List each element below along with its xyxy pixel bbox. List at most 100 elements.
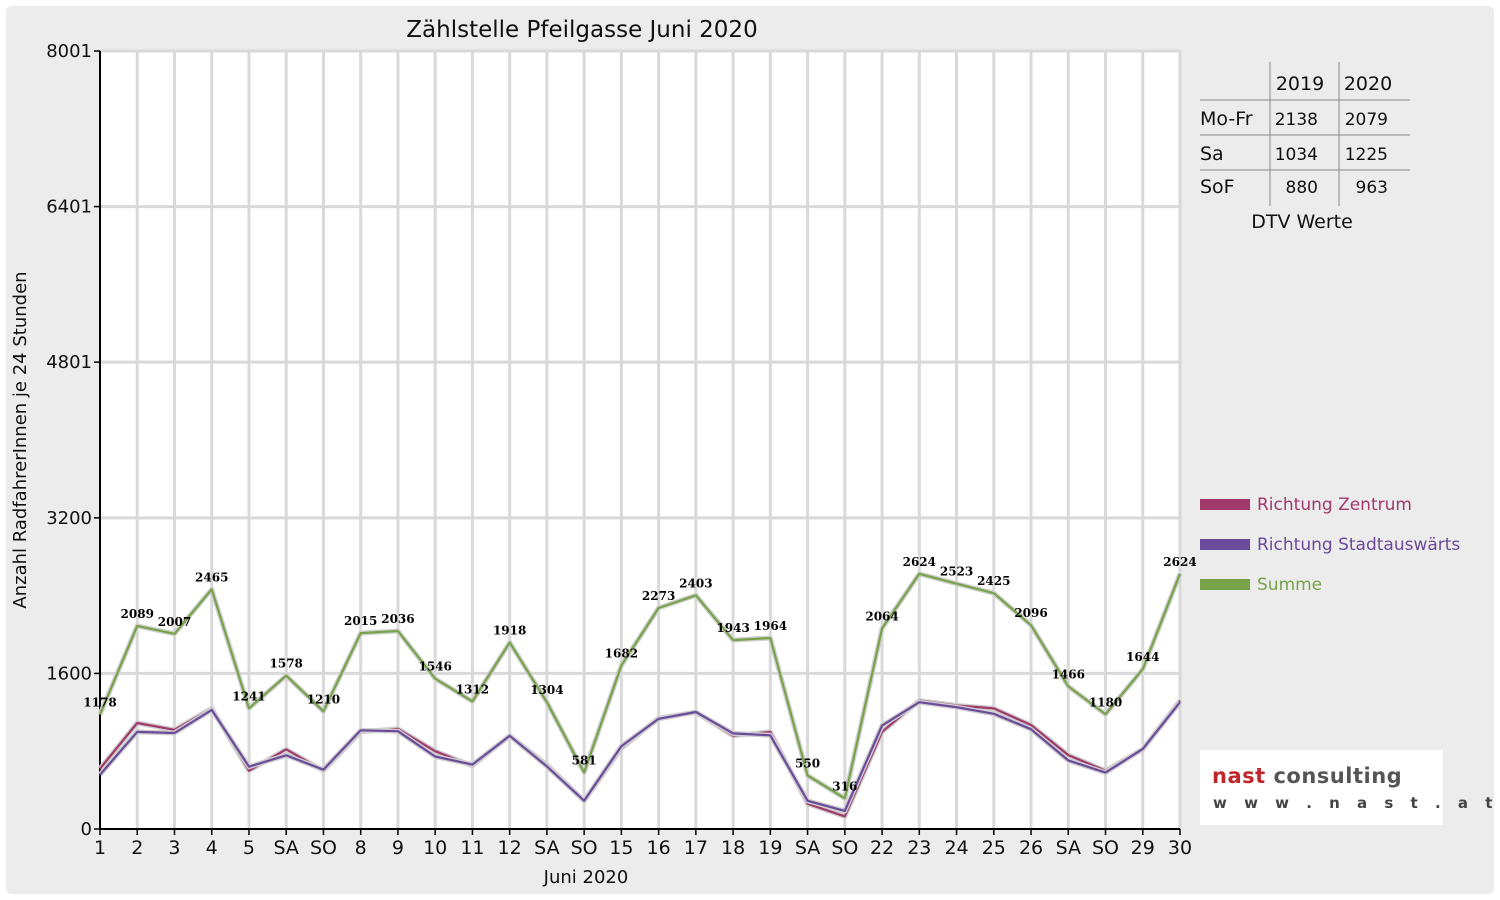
- x-ticks: 1 2 3 4 5 SA SO 8 9 10 11 12 SA SO 15 16 17 18 19 SA SO 22 23 2…: [94, 829, 1192, 859]
- data-label: 1241: [232, 689, 265, 703]
- grid: [99, 49, 1182, 830]
- data-label: 2089: [121, 607, 154, 621]
- dtv-cell: 963: [1356, 178, 1388, 198]
- x-tick-label: 25: [982, 837, 1006, 859]
- data-label: 2036: [381, 612, 414, 626]
- x-tick-label: 11: [460, 837, 484, 859]
- data-label: 2007: [158, 615, 191, 629]
- data-label: 1644: [1126, 650, 1159, 664]
- x-tick-label: 17: [684, 837, 708, 859]
- legend-label-zentrum: Richtung Zentrum: [1257, 495, 1412, 515]
- data-label: 1682: [605, 646, 638, 660]
- x-tick-label: 29: [1131, 837, 1155, 859]
- logo-brand: nast consulting: [1212, 764, 1402, 788]
- logo-brand-a: nast: [1212, 764, 1266, 788]
- x-tick-label: 1: [94, 837, 106, 859]
- x-tick-label: 22: [870, 837, 894, 859]
- dtv-cell: 1034: [1275, 145, 1318, 165]
- y-tick-label: 4801: [46, 352, 92, 373]
- x-tick-label: 24: [944, 837, 968, 859]
- y-tick-label: 8001: [46, 41, 92, 62]
- data-label: 2015: [344, 614, 377, 628]
- y-tick-label: 3200: [46, 508, 92, 529]
- dtv-cell: 1225: [1345, 145, 1388, 165]
- data-label: 1546: [418, 660, 451, 674]
- legend-swatch-stadtauswaerts: [1200, 539, 1250, 550]
- chart-title: Zählstelle Pfeilgasse Juni 2020: [406, 17, 757, 43]
- y-tick-label: 1600: [46, 663, 92, 684]
- x-tick-label: 15: [609, 837, 633, 859]
- x-tick-label: 12: [498, 837, 522, 859]
- data-label: 1918: [493, 623, 526, 637]
- x-tick-label: SA: [1056, 837, 1081, 859]
- legend-label-summe: Summe: [1257, 575, 1322, 595]
- dtv-cell: 2138: [1275, 110, 1318, 130]
- x-tick-label: 23: [907, 837, 931, 859]
- data-label: 2624: [903, 555, 936, 569]
- data-label: 1964: [754, 619, 787, 633]
- x-tick-label: 10: [423, 837, 447, 859]
- data-label: 1304: [530, 683, 563, 697]
- x-tick-label: 18: [721, 837, 745, 859]
- legend-swatch-summe: [1200, 579, 1250, 590]
- x-tick-label: SO: [1092, 837, 1119, 859]
- x-tick-label: SO: [571, 837, 598, 859]
- nast-consulting-logo: nast consulting w w w . n a s t . a t: [1200, 750, 1492, 825]
- data-label: 1943: [716, 621, 749, 635]
- data-label: 1578: [270, 657, 303, 671]
- data-labels: 1178 2089 2007 2465 1241 1578 1210 2015 2036 1546…: [83, 555, 1196, 793]
- data-label: 1178: [83, 695, 116, 709]
- data-label: 1180: [1089, 695, 1122, 709]
- x-tick-label: 3: [168, 837, 180, 859]
- y-axis-label: Anzahl RadfahrerInnen je 24 Stunden: [10, 271, 31, 608]
- dtv-cell: 880: [1286, 178, 1318, 198]
- y-tick-label: 0: [81, 819, 92, 840]
- data-label: 2064: [865, 609, 898, 623]
- data-label: 2273: [642, 589, 675, 603]
- data-label: 1312: [456, 682, 489, 696]
- y-ticks: 0 1600 3200 4801 6401 8001: [46, 41, 100, 840]
- data-label: 1466: [1052, 667, 1085, 681]
- series-lines: [97, 571, 1183, 819]
- x-tick-label: 2: [131, 837, 143, 859]
- y-tick-label: 6401: [46, 197, 92, 218]
- logo-url: w w w . n a s t . a t: [1213, 794, 1499, 812]
- dtv-caption: DTV Werte: [1251, 211, 1353, 233]
- data-label: 2523: [940, 565, 973, 579]
- x-tick-label: 30: [1168, 837, 1192, 859]
- x-tick-label: 16: [647, 837, 671, 859]
- x-axis-label: Juni 2020: [543, 867, 629, 888]
- x-tick-label: SA: [795, 837, 820, 859]
- data-label: 2425: [977, 574, 1010, 588]
- x-tick-label: SO: [831, 837, 858, 859]
- legend: Richtung Zentrum Richtung Stadtauswärts …: [1200, 495, 1460, 595]
- data-label: 316: [832, 779, 857, 793]
- x-tick-label: 19: [758, 837, 782, 859]
- dtv-row-label: Sa: [1200, 143, 1224, 165]
- data-label: 550: [795, 757, 820, 771]
- dtv-cell: 2079: [1345, 110, 1388, 130]
- data-label: 2465: [195, 570, 228, 584]
- data-label: 581: [572, 754, 597, 768]
- x-tick-label: 5: [243, 837, 255, 859]
- series-line-summe: [98, 572, 1182, 800]
- x-tick-label: 4: [206, 837, 218, 859]
- dtv-col-2020: 2020: [1344, 73, 1392, 95]
- x-tick-label: 8: [355, 837, 367, 859]
- data-label: 2624: [1163, 555, 1196, 569]
- dtv-row-label: SoF: [1200, 176, 1235, 198]
- dtv-table: 2019 2020 Mo-Fr 2138 2079 Sa 1034 1225 S…: [1200, 62, 1410, 233]
- dtv-col-2019: 2019: [1276, 73, 1324, 95]
- plot-area: [100, 51, 1180, 829]
- x-tick-label: SA: [534, 837, 559, 859]
- x-tick-label: 26: [1019, 837, 1043, 859]
- logo-brand-b: consulting: [1273, 764, 1403, 788]
- dtv-row-label: Mo-Fr: [1200, 108, 1253, 130]
- x-tick-label: 9: [392, 837, 404, 859]
- data-label: 2403: [679, 576, 712, 590]
- x-tick-label: SA: [273, 837, 298, 859]
- data-label: 1210: [307, 692, 340, 706]
- series-line-stadtauswaerts: [99, 701, 1181, 813]
- x-tick-label: SO: [310, 837, 337, 859]
